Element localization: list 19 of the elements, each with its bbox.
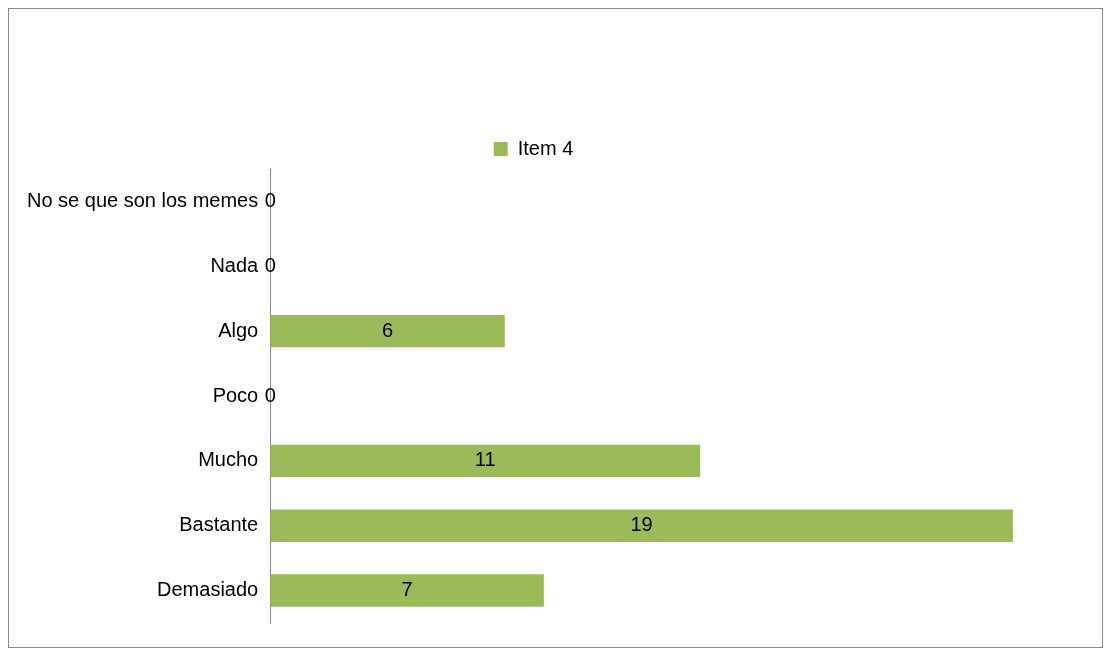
data-label: 0 [264,383,276,406]
y-tick-label: No se que son los memes [26,188,259,211]
bar [270,574,544,607]
y-tick-label: Algo [218,318,259,341]
bar [270,314,505,348]
y-tick-label: Demasiado [157,578,259,601]
data-label: 11 [474,448,496,471]
y-tick-label: Mucho [198,448,259,471]
y-tick-label: Bastante [179,513,259,536]
y-tick-label: Poco [212,383,259,406]
y-tick-label: Nada [210,253,260,276]
data-label: 6 [381,318,394,341]
bar [270,444,701,478]
bar [270,509,1013,542]
data-label: 0 [264,188,276,211]
data-label: 0 [264,253,276,276]
data-label: 7 [401,578,413,601]
data-label: 19 [630,513,653,536]
legend-label: Item 4 [517,136,574,159]
